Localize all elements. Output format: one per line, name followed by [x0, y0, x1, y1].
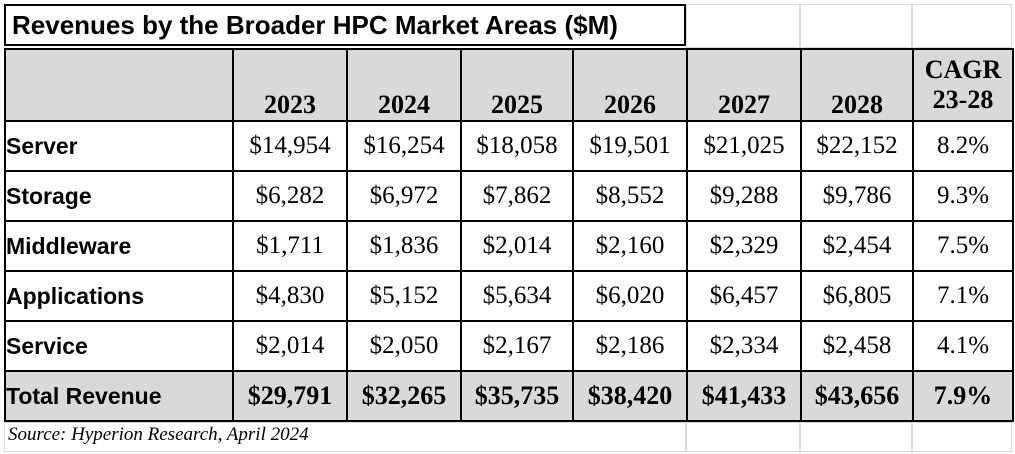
empty-cell: [686, 422, 800, 452]
header-cagr-line1: CAGR: [924, 55, 1002, 84]
value-cell: $6,020: [572, 270, 688, 322]
header-year: 2026: [572, 48, 688, 122]
total-cell: $43,656: [800, 370, 914, 422]
value-cell: $2,167: [460, 320, 574, 372]
header-cagr-line2: 23-28: [932, 85, 994, 114]
table-row: Applications $4,830 $5,152 $5,634 $6,020 $6,4…: [4, 270, 1014, 322]
value-cell: $1,711: [232, 220, 348, 272]
value-cell: $6,457: [686, 270, 802, 322]
value-cell: $2,014: [460, 220, 574, 272]
cagr-cell: 8.2%: [912, 120, 1014, 172]
table-row: Storage $6,282 $6,972 $7,862 $8,552 $9,288 $9,…: [4, 170, 1014, 222]
value-cell: $2,454: [800, 220, 914, 272]
header-year: 2024: [346, 48, 462, 122]
header-empty: [4, 48, 234, 122]
value-cell: $8,552: [572, 170, 688, 222]
value-cell: $2,186: [572, 320, 688, 372]
row-label: Server: [4, 120, 234, 172]
empty-cell: [912, 422, 1012, 452]
header-year: 2025: [460, 48, 574, 122]
value-cell: $9,288: [686, 170, 802, 222]
title-row: Revenues by the Broader HPC Market Areas…: [4, 4, 1012, 48]
empty-cell: [800, 4, 912, 48]
header-year: 2027: [686, 48, 802, 122]
value-cell: $2,014: [232, 320, 348, 372]
total-cell: $32,265: [346, 370, 462, 422]
value-cell: $6,282: [232, 170, 348, 222]
header-year: 2023: [232, 48, 348, 122]
value-cell: $1,836: [346, 220, 462, 272]
row-label: Applications: [4, 270, 234, 322]
value-cell: $16,254: [346, 120, 462, 172]
value-cell: $9,786: [800, 170, 914, 222]
value-cell: $22,152: [800, 120, 914, 172]
value-cell: $2,329: [686, 220, 802, 272]
header-year: 2028: [800, 48, 914, 122]
value-cell: $21,025: [686, 120, 802, 172]
value-cell: $2,160: [572, 220, 688, 272]
value-cell: $2,334: [686, 320, 802, 372]
table-row: Middleware $1,711 $1,836 $2,014 $2,160 $2,329…: [4, 220, 1014, 272]
empty-cell: [4, 422, 686, 452]
table-row: Service $2,014 $2,050 $2,167 $2,186 $2,334 $2,…: [4, 320, 1014, 372]
empty-cell: [800, 422, 912, 452]
table-row: Server $14,954 $16,254 $18,058 $19,501 $21,02…: [4, 120, 1014, 172]
source-row: Source: Hyperion Research, April 2024: [4, 422, 1012, 452]
row-label: Middleware: [4, 220, 234, 272]
value-cell: $19,501: [572, 120, 688, 172]
value-cell: $5,152: [346, 270, 462, 322]
row-label: Service: [4, 320, 234, 372]
value-cell: $14,954: [232, 120, 348, 172]
cagr-cell: 9.3%: [912, 170, 1014, 222]
source-note: Source: Hyperion Research, April 2024: [8, 424, 309, 445]
value-cell: $2,050: [346, 320, 462, 372]
row-label: Storage: [4, 170, 234, 222]
total-label: Total Revenue: [4, 370, 234, 422]
value-cell: $18,058: [460, 120, 574, 172]
total-cagr-cell: 7.9%: [912, 370, 1014, 422]
cagr-cell: 7.5%: [912, 220, 1014, 272]
value-cell: $2,458: [800, 320, 914, 372]
value-cell: $6,972: [346, 170, 462, 222]
total-cell: $38,420: [572, 370, 688, 422]
revenue-table: 2023 2024 2025 2026 2027 2028 CAGR 23-28…: [4, 48, 1014, 422]
table-title: Revenues by the Broader HPC Market Areas…: [12, 10, 618, 40]
total-cell: $41,433: [686, 370, 802, 422]
value-cell: $5,634: [460, 270, 574, 322]
header-row: 2023 2024 2025 2026 2027 2028 CAGR 23-28: [4, 48, 1014, 122]
value-cell: $6,805: [800, 270, 914, 322]
total-cell: $35,735: [460, 370, 574, 422]
value-cell: $7,862: [460, 170, 574, 222]
title-box: Revenues by the Broader HPC Market Areas…: [4, 4, 686, 46]
total-cell: $29,791: [232, 370, 348, 422]
header-cagr: CAGR 23-28: [912, 48, 1014, 122]
value-cell: $4,830: [232, 270, 348, 322]
empty-cell: [686, 4, 800, 48]
empty-cell: [912, 4, 1012, 48]
total-row: Total Revenue $29,791 $32,265 $35,735 $3…: [4, 370, 1014, 422]
cagr-cell: 7.1%: [912, 270, 1014, 322]
cagr-cell: 4.1%: [912, 320, 1014, 372]
